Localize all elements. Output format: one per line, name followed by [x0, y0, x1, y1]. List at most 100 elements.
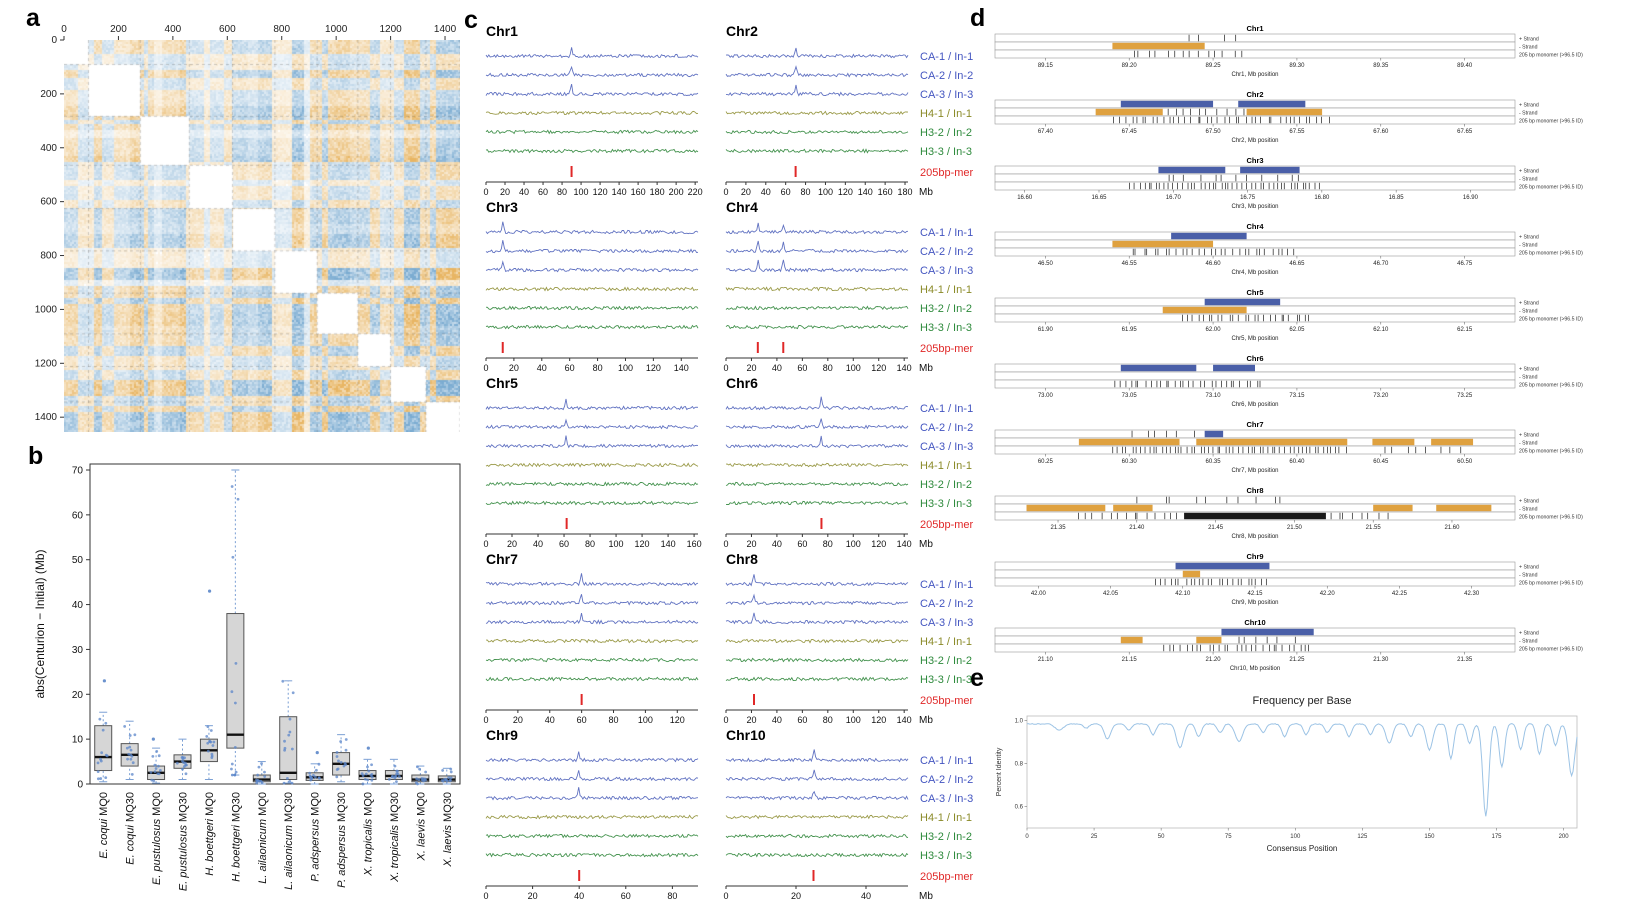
coverage-track-line [725, 481, 909, 487]
mb-unit-label: Mb [919, 715, 933, 726]
coverage-track-line [725, 638, 909, 644]
data-point [212, 740, 216, 744]
data-point [205, 734, 209, 738]
data-point [370, 763, 373, 767]
ideogram-row-chr9: Chr9 42.00 42.05 42.10 42.15 42.20 42.25 42.30 C… [994, 552, 1583, 606]
box [226, 613, 245, 749]
coverage-track-line [725, 418, 909, 430]
y-tick-label: 20 [72, 690, 84, 701]
data-point [181, 767, 184, 771]
axis-tick-label: 21.45 [1208, 525, 1224, 531]
data-point [423, 777, 427, 781]
ideogram-segment [1204, 298, 1281, 306]
y-tick-label: 1.0 [1015, 718, 1024, 724]
x-tick-label: 40 [545, 715, 555, 725]
data-point [393, 776, 397, 780]
coverage-track-line [485, 676, 699, 682]
data-point [449, 776, 453, 780]
x-tick-label: 80 [585, 539, 595, 549]
data-point [424, 770, 428, 774]
ideogram-segment [1373, 504, 1413, 512]
axis-label: Chr2, Mb position [1231, 138, 1278, 144]
track-label: CA-3 / In-3 [920, 265, 973, 277]
axis-tick-label: 46.75 [1457, 261, 1473, 267]
data-point [182, 761, 186, 764]
data-point [233, 701, 237, 705]
x-tick-label: 80 [557, 187, 567, 197]
x-axis-label: Consensus Position [1267, 844, 1338, 853]
x-tick-label: 120 [871, 539, 886, 549]
axis-tick-label: 89.15 [1038, 63, 1054, 69]
contact-matrix-canvas [64, 40, 460, 432]
x-tick-label: 20 [746, 539, 756, 549]
data-point [129, 757, 133, 761]
ideogram-row-chr7: Chr7 60.25 60.30 60.35 60.40 60.45 60.50 Chr7, … [994, 420, 1583, 474]
x-tick-label: 140 [612, 187, 627, 197]
axis-tick-label: 21.40 [1129, 525, 1145, 531]
data-point [336, 767, 340, 771]
axis-tick-label: 89.25 [1206, 63, 1222, 69]
strand-label: 205 bp monomer (>96.5 ID) [1519, 383, 1583, 389]
coverage-track-line [485, 500, 699, 506]
coverage-track-line [486, 638, 699, 644]
axis-tick-label: 62.00 [1206, 327, 1222, 333]
data-point [236, 497, 240, 501]
x-tick-label: 40 [861, 891, 871, 901]
strand-label: + Strand [1519, 301, 1539, 307]
x-tick-label: 100 [609, 539, 624, 549]
data-point [96, 777, 100, 781]
y-tick-label: 60 [72, 510, 84, 521]
x-tick-label: 50 [1158, 834, 1165, 840]
strand-label: + Strand [1519, 433, 1539, 439]
category-label: P. adspersus MQ0 [310, 792, 322, 882]
ideogram-segment [1175, 562, 1270, 570]
x-tick-label: 20 [791, 891, 801, 901]
x-tick-label: 0 [61, 24, 67, 35]
axis-tick-label: 16.65 [1091, 195, 1107, 201]
coverage-subplot-chr7: Chr7 0 20 40 60 80 100 120 [483, 551, 699, 725]
track-label: H3-2 / In-2 [920, 479, 972, 491]
category-label: E. coqui MQ0 [98, 792, 110, 859]
coverage-track-line [485, 462, 699, 468]
data-point [133, 733, 137, 737]
data-point [182, 765, 186, 768]
strand-label: + Strand [1519, 631, 1539, 637]
panel-b-boxplot: 0 10 20 30 40 50 60 70 abs(Centurion − Initial) … [33, 463, 461, 891]
coverage-track-line [725, 833, 909, 839]
x-tick-label: 60 [577, 715, 587, 725]
y-axis-label: Percent Identity [996, 747, 1003, 796]
x-tick-label: 0 [1025, 834, 1029, 840]
strand-label: 205 bp monomer (>96.5 ID) [1519, 119, 1583, 125]
panel-a-label: a [26, 4, 40, 32]
axis-label: Chr6, Mb position [1231, 402, 1278, 408]
coverage-track-line [485, 260, 699, 273]
ideogram-segment [1113, 504, 1153, 512]
data-point [344, 738, 348, 741]
category-label: H. boettgeri MQ0 [204, 792, 216, 876]
subplot-title: Chr10 [726, 727, 766, 743]
x-tick-label: 180 [898, 187, 913, 197]
coverage-track-line [485, 770, 699, 782]
data-point [395, 780, 398, 784]
mb-unit-label: Mb [919, 363, 933, 374]
ideogram-segment [1112, 42, 1205, 50]
data-point [131, 761, 135, 765]
coverage-track-line [726, 462, 909, 468]
data-point [440, 778, 444, 782]
coverage-track-line [725, 790, 909, 801]
coverage-track-line [485, 286, 699, 292]
data-point [130, 773, 134, 776]
ideogram-segment [1162, 306, 1247, 314]
strand-label: 205 bp monomer (>96.5 ID) [1519, 251, 1583, 257]
x-tick-label: 40 [537, 363, 547, 373]
data-point [104, 753, 108, 757]
x-tick-label: 0 [723, 363, 728, 373]
data-point [96, 770, 100, 774]
ideogram-segment [1095, 108, 1163, 116]
x-tick-label: 0 [483, 363, 488, 373]
axis-tick-label: 46.65 [1289, 261, 1305, 267]
ideogram-row-chr8: Chr8 21.35 21.40 21.45 21.50 21.55 21.60 Chr8, … [994, 486, 1583, 540]
ideogram-row-chr1: Chr1 89.15 89.20 89.25 89.30 89.35 89.40 Chr1, … [994, 24, 1583, 78]
x-tick-label: 0 [483, 539, 488, 549]
axis-label: Chr3, Mb position [1231, 204, 1278, 210]
